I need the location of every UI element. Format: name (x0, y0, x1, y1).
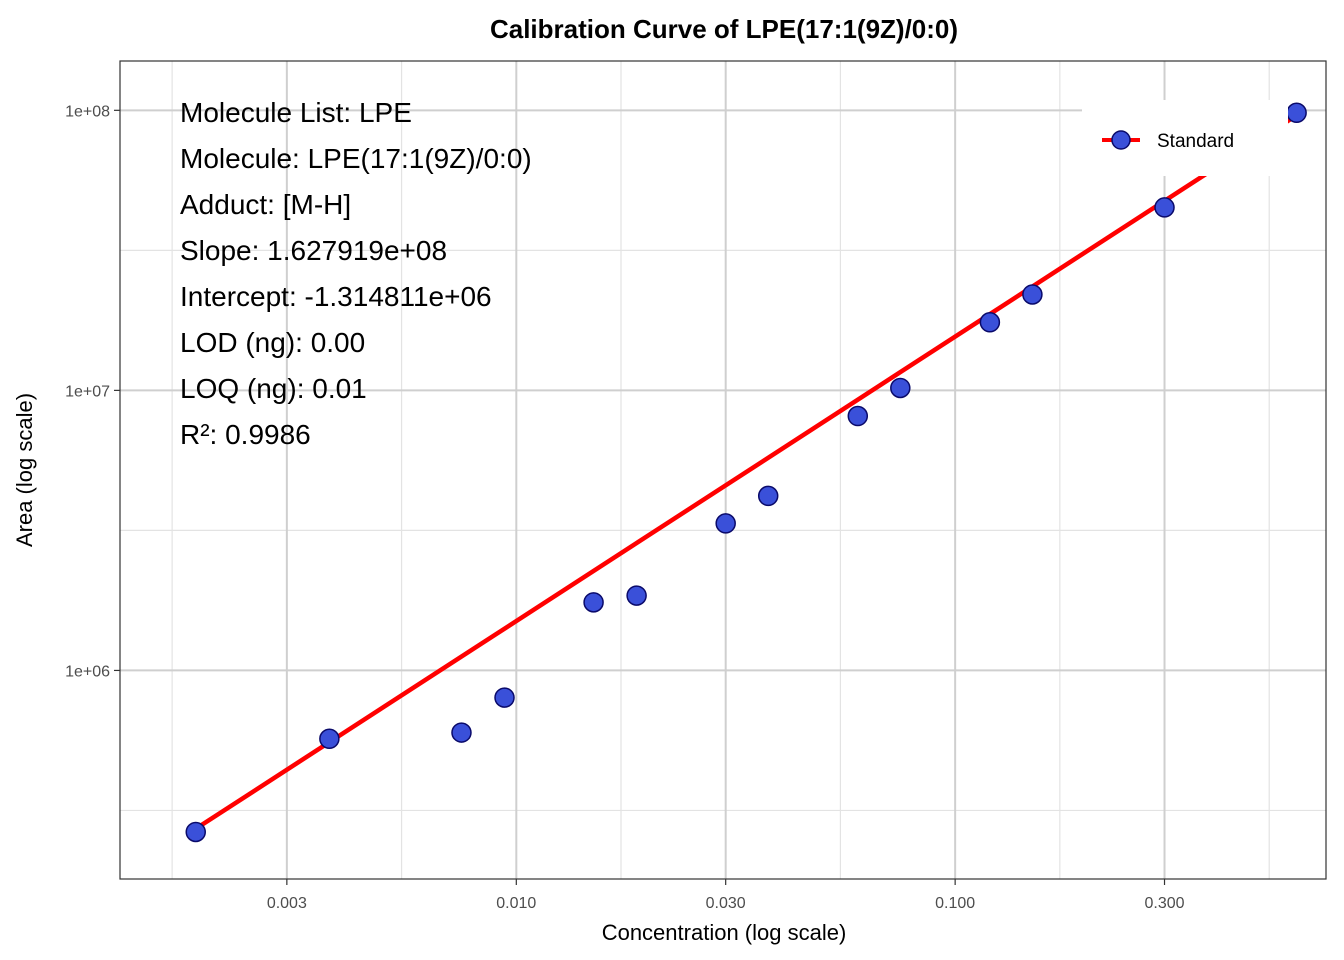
annotation-line: Molecule: LPE(17:1(9Z)/0:0) (180, 143, 532, 174)
data-point (757, 485, 779, 507)
x-axis-title: Concentration (log scale) (602, 920, 847, 945)
data-point (319, 728, 340, 750)
y-tick-label: 1e+06 (65, 663, 110, 680)
data-point (185, 821, 206, 843)
legend: Standard (1082, 100, 1288, 176)
data-point (890, 377, 911, 399)
x-tick-label: 0.003 (267, 895, 307, 912)
x-tick-label: 0.030 (706, 895, 746, 912)
data-point (1286, 102, 1307, 124)
data-point (494, 687, 515, 708)
legend-point-key (1111, 130, 1131, 150)
annotation-block: Molecule List: LPE Molecule: LPE(17:1(9Z)… (180, 97, 532, 450)
y-tick-label: 1e+08 (65, 103, 110, 120)
x-tick-label: 0.010 (496, 895, 536, 912)
legend-label: Standard (1157, 131, 1234, 152)
x-tick-label: 0.300 (1144, 895, 1184, 912)
y-tick-label: 1e+07 (65, 383, 110, 400)
annotation-line: Intercept: -1.314811e+06 (180, 281, 492, 312)
annotation-line: LOQ (ng): 0.01 (180, 373, 367, 404)
fit-layer (193, 113, 1299, 832)
data-point (626, 585, 647, 606)
data-point (1154, 197, 1175, 218)
point-layer (185, 102, 1307, 843)
data-point (979, 312, 1001, 333)
data-point (451, 722, 472, 743)
fit-line (193, 113, 1299, 832)
data-point (583, 592, 604, 613)
plot-panel-border (119, 60, 1327, 880)
y-axis-ticks: 1e+06 1e+07 1e+08 (65, 103, 120, 680)
x-axis-ticks: 0.003 0.010 0.030 0.100 0.300 (267, 879, 1185, 912)
data-point (715, 513, 736, 534)
grid-layer (120, 61, 1326, 879)
annotation-line: Molecule List: LPE (180, 97, 412, 128)
annotation-line: LOD (ng): 0.00 (180, 327, 365, 358)
annotation-line: Adduct: [M-H] (180, 189, 351, 220)
x-tick-label: 0.100 (935, 895, 975, 912)
annotation-line: R²: 0.9986 (180, 419, 311, 450)
chart-title: Calibration Curve of LPE(17:1(9Z)/0:0) (490, 14, 958, 44)
data-point (847, 405, 869, 427)
data-point (1022, 284, 1043, 305)
annotation-line: Slope: 1.627919e+08 (180, 235, 447, 266)
y-axis-title: Area (log scale) (12, 393, 37, 547)
